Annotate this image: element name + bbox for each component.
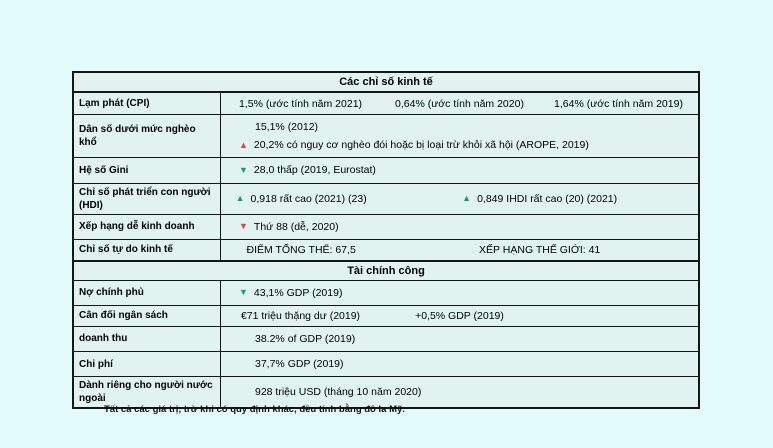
section-header: Tài chính công bbox=[74, 259, 698, 281]
row-label: Cân đối ngân sách bbox=[74, 305, 221, 326]
row-values: 928 triệu USD (tháng 10 năm 2020) bbox=[221, 377, 698, 407]
row-label: doanh thu bbox=[74, 326, 221, 352]
row-values: 1,5% (ước tính năm 2021) 0,64% (ước tính … bbox=[221, 93, 698, 114]
row-label: Nợ chính phủ bbox=[74, 280, 221, 305]
value-text: +0,5% GDP (2019) bbox=[415, 309, 504, 322]
trend-up-icon: ▲ bbox=[239, 139, 248, 150]
value-line: ▼ 28,0 thấp (2019, Eurostat) bbox=[221, 161, 698, 179]
row-values: ▼ 43,1% GDP (2019) bbox=[221, 281, 698, 305]
table-row: Chi phí 37,7% GDP (2019) bbox=[74, 351, 698, 377]
table-row: Hệ số Gini ▼ 28,0 thấp (2019, Eurostat) bbox=[74, 157, 698, 183]
footnote: Tất cả các giá trị, trừ khi có quy định … bbox=[104, 404, 405, 415]
value-text: 1,64% (ước tính năm 2019) bbox=[554, 97, 683, 110]
row-values: ĐIỂM TỔNG THỂ: 67,5 XẾP HẠNG THẾ GIỚI: 41 bbox=[221, 240, 698, 260]
table-row: Nợ chính phủ ▼ 43,1% GDP (2019) bbox=[74, 280, 698, 305]
value-line: ▼ 43,1% GDP (2019) bbox=[221, 284, 698, 302]
row-label: Chi phí bbox=[74, 352, 221, 377]
row-label: Chỉ số phát triển con người (HDI) bbox=[74, 183, 221, 214]
section-header: Các chỉ số kinh tế bbox=[74, 73, 698, 93]
row-values: 37,7% GDP (2019) bbox=[221, 352, 698, 376]
table-row: doanh thu 38.2% of GDP (2019) bbox=[74, 325, 698, 352]
row-values: 15,1% (2012) ▲ 20,2% có nguy cơ nghèo đói … bbox=[221, 115, 698, 157]
table-row: Dành riêng cho người nước ngoài 928 triệu… bbox=[74, 376, 698, 408]
value-cell: 0,64% (ước tính năm 2020) bbox=[380, 96, 539, 112]
trend-down-icon: ▼ bbox=[239, 287, 248, 298]
value-text: 43,1% GDP (2019) bbox=[253, 286, 343, 299]
table-row: Xếp hạng dễ kinh doanh ▼ Thứ 88 (dễ, 2020) bbox=[74, 213, 698, 239]
table-row: Chỉ số phát triển con người (HDI) ▲ 0,918 … bbox=[74, 182, 698, 214]
value-text: XẾP HẠNG THẾ GIỚI: 41 bbox=[479, 243, 601, 256]
value-line: ▼ Thứ 88 (dễ, 2020) bbox=[221, 218, 698, 236]
value-cell: ▲ 0,849 IHDI rất cao (20) (2021) bbox=[381, 191, 698, 207]
row-label: Xếp hạng dễ kinh doanh bbox=[74, 214, 221, 239]
row-label: Hệ số Gini bbox=[74, 158, 221, 183]
value-cell: ▲ 0,918 rất cao (2021) (23) bbox=[221, 191, 381, 207]
row-values: ▼ 28,0 thấp (2019, Eurostat) bbox=[221, 158, 698, 182]
row-label: Lạm phát (CPI) bbox=[74, 93, 221, 114]
value-cell: 1,5% (ước tính năm 2021) bbox=[221, 96, 380, 112]
value-cell: XẾP HẠNG THẾ GIỚI: 41 bbox=[381, 242, 698, 258]
trend-up-icon: ▲ bbox=[462, 193, 472, 204]
value-line: 38.2% of GDP (2019) bbox=[221, 330, 698, 348]
row-label: Dành riêng cho người nước ngoài bbox=[74, 377, 221, 408]
value-cell: 1,64% (ước tính năm 2019) bbox=[539, 96, 698, 112]
value-text: 928 triệu USD (tháng 10 năm 2020) bbox=[255, 386, 422, 399]
table-row: Cân đối ngân sách €71 triệu thặng dư (201… bbox=[74, 304, 698, 326]
value-text: 15,1% (2012) bbox=[255, 121, 319, 133]
economic-indicators-table: Các chỉ số kinh tế Lạm phát (CPI) 1,5% (ướ… bbox=[72, 71, 700, 410]
value-text: ĐIỂM TỔNG THỂ: 67,5 bbox=[246, 243, 356, 256]
value-text: Thứ 88 (dễ, 2020) bbox=[253, 220, 339, 233]
value-text: 1,5% (ước tính năm 2021) bbox=[238, 97, 363, 110]
value-line: 15,1% (2012) bbox=[221, 118, 698, 136]
value-line: ▲ 20,2% có nguy cơ nghèo đói hoặc bị loại… bbox=[221, 136, 698, 154]
value-line: 37,7% GDP (2019) bbox=[221, 355, 698, 373]
value-text: 0,918 rất cao (2021) (23) bbox=[250, 192, 367, 205]
row-values: 38.2% of GDP (2019) bbox=[221, 327, 698, 351]
value-text: 28,0 thấp (2019, Eurostat) bbox=[253, 164, 376, 177]
value-text: €71 triệu thặng dư (2019) bbox=[240, 309, 361, 322]
trend-up-icon: ▲ bbox=[235, 193, 245, 204]
table-row: Chỉ số tự do kinh tế ĐIỂM TỔNG THỂ: 67,5 X… bbox=[74, 238, 698, 260]
trend-down-icon: ▼ bbox=[239, 164, 248, 175]
value-text: 20,2% có nguy cơ nghèo đói hoặc bị loại … bbox=[253, 139, 589, 152]
row-label: Dân số dưới mức nghèo khổ bbox=[74, 115, 221, 158]
value-text: 37,7% GDP (2019) bbox=[255, 358, 344, 371]
row-values: €71 triệu thặng dư (2019) +0,5% GDP (2019… bbox=[221, 306, 698, 326]
value-text: 0,849 IHDI rất cao (20) (2021) bbox=[477, 192, 618, 205]
row-values: ▲ 0,918 rất cao (2021) (23) ▲ 0,849 IHDI rấ… bbox=[221, 184, 698, 214]
table-row: Lạm phát (CPI) 1,5% (ước tính năm 2021) 0,… bbox=[74, 93, 698, 114]
row-values: ▼ Thứ 88 (dễ, 2020) bbox=[221, 215, 698, 239]
value-cell bbox=[539, 314, 698, 318]
row-label: Chỉ số tự do kinh tế bbox=[74, 239, 221, 260]
value-text: 38.2% of GDP (2019) bbox=[255, 332, 356, 345]
value-cell: €71 triệu thặng dư (2019) bbox=[221, 308, 380, 324]
table-row: Dân số dưới mức nghèo khổ 15,1% (2012) ▲ 20… bbox=[74, 114, 698, 158]
value-text: 0,64% (ước tính năm 2020) bbox=[395, 97, 524, 110]
trend-down-icon: ▼ bbox=[239, 221, 248, 232]
value-line: 928 triệu USD (tháng 10 năm 2020) bbox=[221, 383, 698, 401]
value-cell: ĐIỂM TỔNG THỂ: 67,5 bbox=[221, 242, 381, 258]
value-cell: +0,5% GDP (2019) bbox=[380, 308, 539, 324]
